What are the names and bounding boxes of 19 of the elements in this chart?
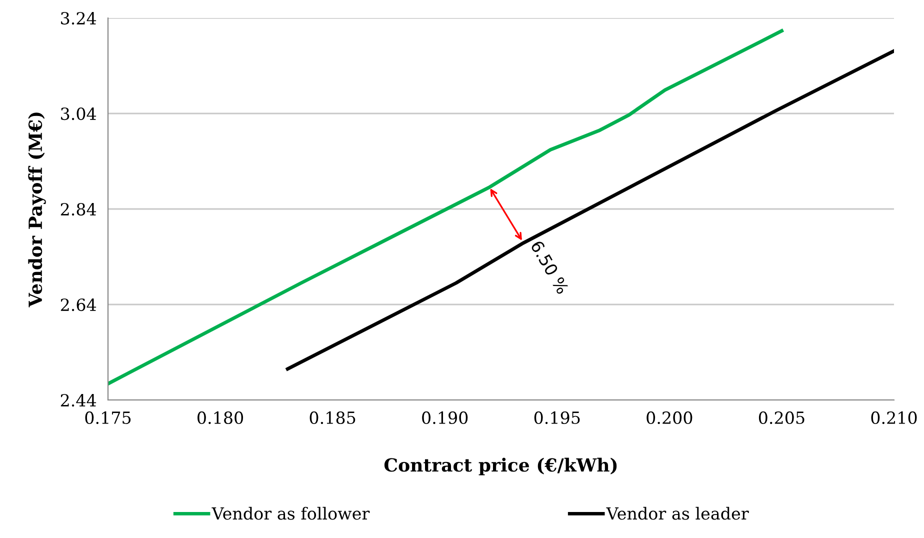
x-tick-label: 0.200 (646, 411, 692, 424)
x-tick-label: 0.205 (758, 411, 804, 424)
x-tick-label: 0.190 (422, 411, 468, 424)
y-tick-label: 3.24 (61, 12, 96, 25)
x-tick-label: 0.175 (85, 411, 131, 424)
line-series (108, 29, 784, 386)
y-tick-label: 2.44 (60, 394, 96, 407)
legend-label: Vendor as follower (212, 506, 370, 520)
x-axis-title: Contract price (€/kWh) (384, 458, 617, 476)
x-tick-label: 0.180 (198, 411, 244, 424)
x-tick-label: 0.210 (871, 411, 917, 424)
y-tick-label: 2.64 (60, 298, 96, 312)
line-series (286, 49, 894, 371)
y-tick-label: 3.04 (61, 107, 96, 120)
y-tick-label: 2.84 (60, 202, 96, 216)
x-tick-label: 0.195 (534, 411, 580, 424)
legend-label: Vendor as leader (606, 506, 749, 520)
x-tick-label: 0.185 (310, 411, 356, 424)
y-axis-title: Vendor Payoff (M€) (28, 112, 46, 308)
